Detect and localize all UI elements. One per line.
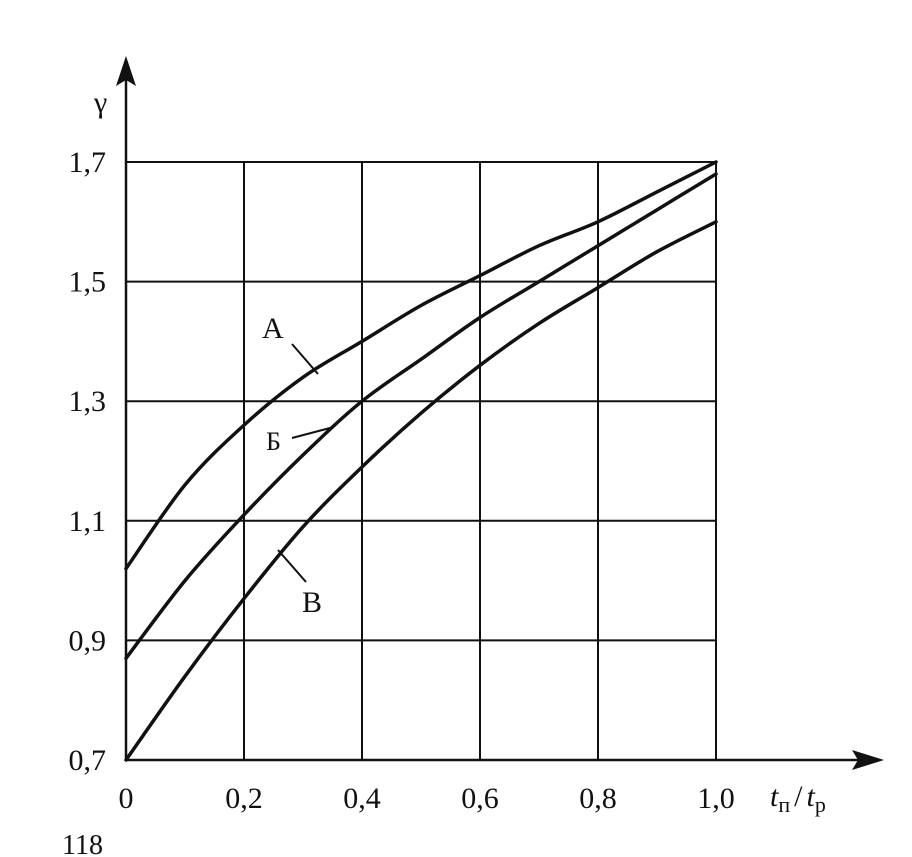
axes	[116, 56, 884, 770]
curve-label-v-leader	[277, 549, 307, 583]
curve-a	[124, 160, 718, 571]
x-tick-label: 0,4	[343, 782, 381, 815]
curve-v	[124, 220, 718, 762]
y-tick-label: 0,9	[69, 624, 107, 657]
curve-label-a: А	[262, 312, 284, 345]
curve-label-b-leader	[291, 427, 331, 439]
x-tick-label: 0	[119, 782, 134, 815]
grid	[126, 161, 717, 760]
x-tick-label: 1,0	[697, 782, 735, 815]
curve-label-a-leader	[291, 343, 319, 375]
x-axis-label-slash: /	[794, 780, 803, 813]
y-axis-label: γ	[93, 86, 107, 119]
x-tick-label: 0,8	[579, 782, 617, 815]
x-axis-arrow	[852, 750, 884, 770]
curve-label-v: В	[302, 586, 322, 619]
x-axis-label-sub2: р	[815, 792, 826, 817]
y-axis-arrow	[116, 56, 136, 86]
curve-b	[124, 172, 718, 661]
x-tick-labels: 0 0,2 0,4 0,6 0,8 1,0	[119, 782, 735, 815]
y-tick-label: 1,7	[69, 146, 107, 179]
curves	[124, 160, 718, 762]
x-tick-label: 0,2	[225, 782, 263, 815]
y-tick-label: 1,3	[69, 385, 107, 418]
page-number-fragment: 118	[62, 830, 103, 857]
x-axis-label-sub1: п	[778, 792, 790, 817]
x-axis-label-t1: t	[770, 780, 779, 813]
y-tick-label: 0,7	[69, 744, 107, 777]
y-tick-label: 1,1	[69, 505, 107, 538]
y-tick-label: 1,5	[69, 266, 107, 299]
curve-label-b: Б	[266, 427, 281, 456]
x-tick-label: 0,6	[461, 782, 499, 815]
x-axis-label: tп / tр	[770, 780, 826, 817]
y-tick-labels: 0,7 0,9 1,1 1,3 1,5 1,7	[69, 146, 107, 777]
x-axis-label-t2: t	[806, 780, 815, 813]
